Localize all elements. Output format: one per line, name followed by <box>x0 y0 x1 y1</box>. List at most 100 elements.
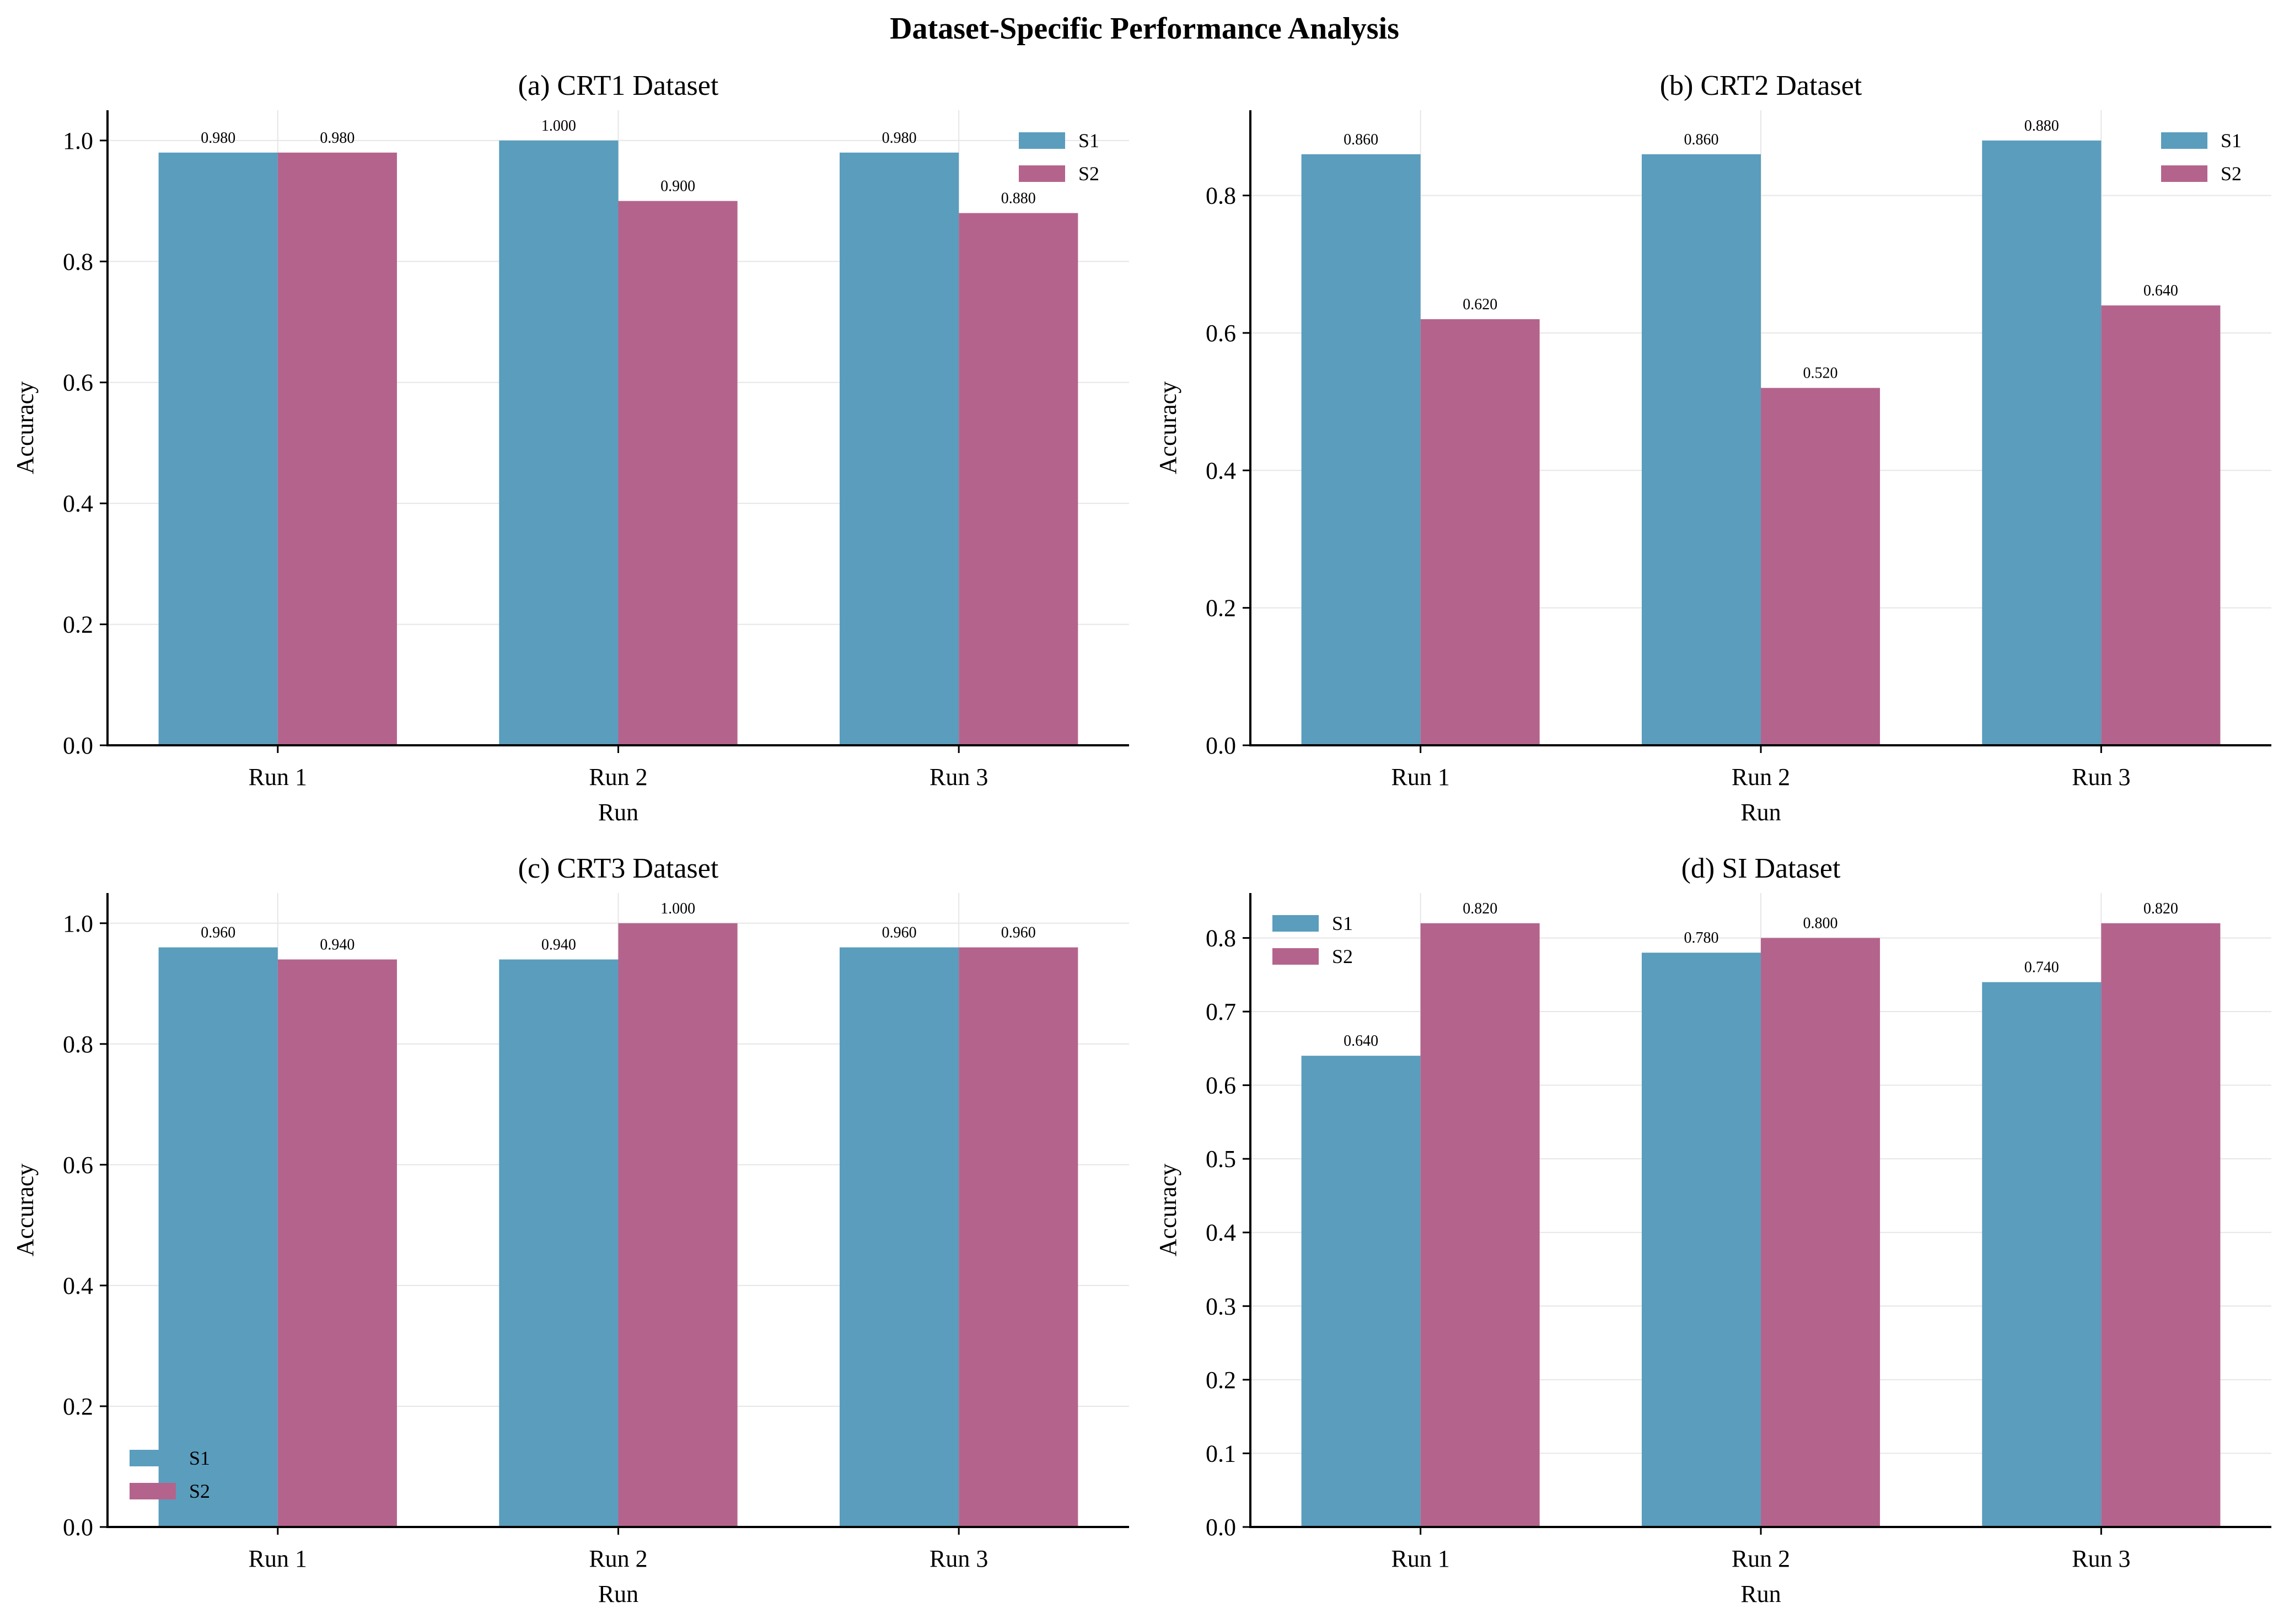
bar-s1-1 <box>158 947 278 1527</box>
x-tick-label: Run 1 <box>249 1545 307 1572</box>
y-tick-label: 0.0 <box>1206 1514 1236 1541</box>
y-tick-label: 0.0 <box>63 1514 93 1541</box>
legend-label: S2 <box>189 1480 210 1502</box>
legend-label: S1 <box>1078 130 1099 152</box>
subplot-3: 0.960 0.940 0.960 0.940 1.000 0.960 0.0 0.2 0.4 0… <box>12 853 1129 1607</box>
bar-value-label: 0.820 <box>2143 900 2178 917</box>
bar-s2-1 <box>1420 319 1540 745</box>
y-axis-label: Accuracy <box>12 381 39 475</box>
legend: S1 S2 <box>1019 130 1099 185</box>
bar-value-label: 0.960 <box>1001 924 1036 942</box>
bar-value-label: 0.800 <box>1803 915 1838 932</box>
bar-s2-2 <box>1761 388 1880 745</box>
bar-value-label: 0.880 <box>2024 117 2059 135</box>
subplot-title: (a) CRT1 Dataset <box>518 70 719 101</box>
bar-value-label: 0.980 <box>882 130 917 147</box>
figure-title: Dataset-Specific Performance Analysis <box>890 12 1399 46</box>
x-tick-label: Run 1 <box>1391 1545 1449 1572</box>
subplot-4: 0.640 0.780 0.740 0.820 0.800 0.820 0.0 0.1 0.2 0… <box>1154 853 2271 1607</box>
y-tick-label: 0.8 <box>63 248 93 275</box>
legend: S1 S2 <box>1272 912 1353 967</box>
y-tick-label: 0.4 <box>1206 457 1236 484</box>
bar-s2-2 <box>1761 938 1880 1527</box>
y-tick-label: 0.6 <box>1206 1072 1236 1099</box>
bar-s2-3 <box>959 213 1078 745</box>
bar-s2-3 <box>2101 305 2221 745</box>
y-tick-label: 0.4 <box>1206 1219 1236 1246</box>
bar-s1-2 <box>1641 953 1761 1527</box>
bar-value-label: 0.980 <box>201 130 235 147</box>
y-tick-label: 0.8 <box>1206 924 1236 951</box>
y-tick-label: 0.6 <box>1206 320 1236 347</box>
bar-value-label: 0.820 <box>1463 900 1497 917</box>
bar-value-label: 0.960 <box>882 924 917 942</box>
bar-value-label: 0.620 <box>1463 296 1497 313</box>
bar-value-label: 0.940 <box>320 936 354 953</box>
bar-value-label: 0.860 <box>1684 131 1718 148</box>
bar-s1-1 <box>158 152 278 745</box>
subplot-title: (c) CRT3 Dataset <box>518 853 719 884</box>
bar-value-label: 0.860 <box>1344 131 1378 148</box>
bar-s1-1 <box>1301 154 1421 745</box>
legend-label: S2 <box>1332 945 1353 967</box>
subplot-title: (b) CRT2 Dataset <box>1660 70 1862 101</box>
y-tick-label: 0.1 <box>1206 1440 1236 1467</box>
bar-value-label: 0.640 <box>1344 1033 1378 1050</box>
bar-value-label: 0.900 <box>660 178 695 195</box>
y-axis-label: Accuracy <box>12 1164 39 1257</box>
x-tick-label: Run 3 <box>929 1545 988 1572</box>
y-axis-label: Accuracy <box>1154 381 1181 475</box>
legend-swatch-s1 <box>130 1450 176 1466</box>
y-tick-label: 0.0 <box>1206 732 1236 759</box>
bar-value-label: 1.000 <box>541 117 576 135</box>
x-axis-label: Run <box>598 1580 638 1607</box>
bar-value-label: 0.980 <box>320 130 354 147</box>
y-tick-label: 0.6 <box>63 1152 93 1179</box>
y-tick-label: 0.8 <box>63 1031 93 1058</box>
y-tick-label: 1.0 <box>63 910 93 937</box>
x-tick-label: Run 1 <box>1391 763 1449 791</box>
bar-s1-2 <box>499 959 619 1527</box>
bar-value-label: 0.640 <box>2143 282 2178 299</box>
legend: S1 S2 <box>2161 130 2242 185</box>
legend-swatch-s2 <box>130 1483 176 1499</box>
x-tick-label: Run 1 <box>249 763 307 791</box>
x-tick-label: Run 3 <box>2072 763 2130 791</box>
bar-s1-2 <box>499 140 619 745</box>
legend-label: S1 <box>1332 912 1353 934</box>
legend-swatch-s1 <box>1019 132 1065 149</box>
bar-s2-3 <box>2101 923 2221 1527</box>
bar-value-label: 0.880 <box>1001 190 1036 207</box>
x-axis-label: Run <box>1740 1580 1781 1607</box>
subplot-title: (d) SI Dataset <box>1681 853 1841 884</box>
bar-s2-2 <box>618 923 738 1527</box>
y-tick-label: 0.6 <box>63 369 93 396</box>
y-tick-label: 0.8 <box>1206 182 1236 209</box>
y-tick-label: 0.2 <box>1206 595 1236 622</box>
bar-value-label: 1.000 <box>660 900 695 917</box>
bar-s2-3 <box>959 947 1078 1527</box>
bar-s2-2 <box>618 201 738 746</box>
x-axis-label: Run <box>1740 799 1781 826</box>
y-tick-label: 0.5 <box>1206 1146 1236 1173</box>
y-tick-label: 1.0 <box>63 127 93 154</box>
legend-label: S1 <box>189 1447 210 1469</box>
x-axis-label: Run <box>598 799 638 826</box>
bar-s1-3 <box>1982 140 2102 745</box>
legend-label: S2 <box>1078 163 1099 185</box>
y-tick-label: 0.0 <box>63 732 93 759</box>
legend-swatch-s2 <box>1272 948 1319 965</box>
bar-value-label: 0.780 <box>1684 929 1718 947</box>
subplot-1: 0.980 1.000 0.980 0.980 0.900 0.880 0.0 0.2 0.4 0… <box>12 70 1129 826</box>
legend-label: S1 <box>2221 130 2242 152</box>
legend-swatch-s1 <box>1272 915 1319 932</box>
legend-swatch-s2 <box>1019 165 1065 182</box>
bar-s2-1 <box>1420 923 1540 1527</box>
bar-s1-3 <box>1982 982 2102 1527</box>
y-tick-label: 0.7 <box>1206 998 1236 1025</box>
y-tick-label: 0.2 <box>63 611 93 638</box>
legend: S1 S2 <box>130 1447 210 1502</box>
y-tick-label: 0.2 <box>1206 1367 1236 1394</box>
x-tick-label: Run 2 <box>1732 1545 1790 1572</box>
bar-s1-2 <box>1641 154 1761 745</box>
